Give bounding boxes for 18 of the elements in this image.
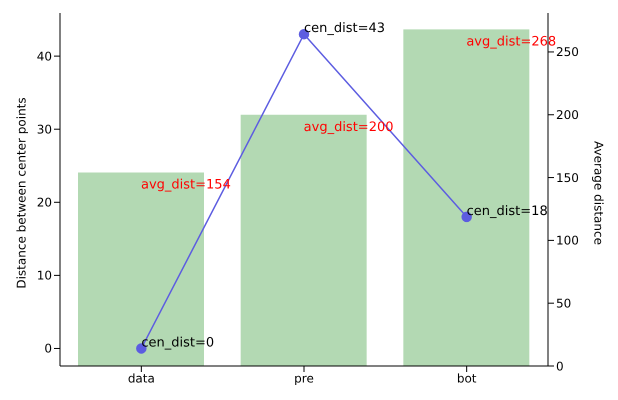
x-tick-label: bot xyxy=(456,372,477,386)
y-tick-label: 30 xyxy=(36,122,52,136)
y2-tick-label: 0 xyxy=(556,359,564,374)
y-tick-label: 20 xyxy=(36,196,52,210)
y-tick-label: 40 xyxy=(36,49,52,64)
y2-tick-label: 50 xyxy=(556,296,572,310)
y2-axis-title: Average distance xyxy=(592,141,606,245)
y-tick-label: 0 xyxy=(44,342,52,356)
y2-tick-label: 200 xyxy=(556,108,579,122)
y2-tick-label: 150 xyxy=(556,170,579,185)
x-tick-label: pre xyxy=(294,372,314,386)
y2-tick-label: 100 xyxy=(556,234,579,248)
x-tick-label: data xyxy=(128,372,155,386)
data-label: cen_dist=18 xyxy=(466,204,548,219)
data-label: cen_dist=43 xyxy=(304,21,386,36)
y2-tick-label: 250 xyxy=(556,45,579,60)
y-tick-label: 10 xyxy=(36,268,52,283)
y-axis-title: Distance between center points xyxy=(14,97,28,289)
